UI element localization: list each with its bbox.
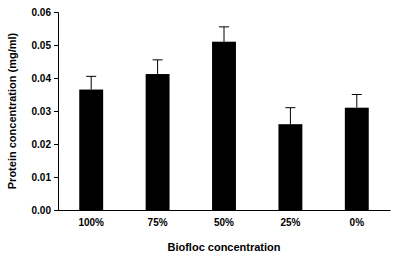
error-bar <box>219 27 229 42</box>
y-tick-label: 0.03 <box>32 106 52 117</box>
error-bar <box>285 108 295 125</box>
error-cap <box>86 76 96 77</box>
y-tick-mark <box>54 45 58 46</box>
y-tick: 0.00 <box>32 205 58 216</box>
y-tick: 0.04 <box>32 73 58 84</box>
x-axis-line <box>59 210 391 211</box>
y-tick: 0.01 <box>32 172 58 183</box>
error-cap <box>153 59 163 60</box>
error-cap <box>285 107 295 108</box>
bar <box>79 90 103 210</box>
y-tick-mark <box>54 111 58 112</box>
error-stem <box>157 60 158 74</box>
x-axis: 100% 75% 50% 25% 0% <box>59 210 391 228</box>
x-tick: 25% <box>280 210 300 228</box>
x-tick-label: 0% <box>350 217 365 228</box>
x-tick: 75% <box>148 210 168 228</box>
chart: 0.00 0.01 0.02 0.03 0.04 0.05 0.06 100% 75% 50% 25… <box>0 0 400 265</box>
x-tick: 50% <box>214 210 234 228</box>
error-cap <box>352 94 362 95</box>
x-tick: 0% <box>350 210 365 228</box>
y-tick: 0.05 <box>32 40 58 51</box>
y-tick-mark <box>54 144 58 145</box>
x-tick: 100% <box>78 210 104 228</box>
bar <box>212 42 236 210</box>
error-bar <box>86 76 96 89</box>
y-tick-label: 0.04 <box>32 73 52 84</box>
bar <box>278 124 302 210</box>
y-tick-label: 0.01 <box>32 172 52 183</box>
y-axis: 0.00 0.01 0.02 0.03 0.04 0.05 0.06 <box>32 7 59 216</box>
y-tick: 0.02 <box>32 139 58 150</box>
bar <box>146 74 170 210</box>
y-axis-line <box>54 13 59 211</box>
error-stem <box>91 76 92 89</box>
error-stem <box>224 27 225 42</box>
y-tick-label: 0.06 <box>32 7 52 18</box>
error-cap <box>219 26 229 27</box>
error-bar <box>153 60 163 74</box>
y-tick-label: 0.02 <box>32 139 52 150</box>
x-tick-label: 50% <box>214 217 234 228</box>
error-stem <box>290 108 291 125</box>
x-axis-title: Biofloc concentration <box>167 241 280 253</box>
x-tick-label: 100% <box>78 217 104 228</box>
y-tick-mark <box>54 78 58 79</box>
y-tick-mark <box>54 177 58 178</box>
bar <box>345 108 369 210</box>
y-tick-mark <box>54 12 58 13</box>
y-tick: 0.03 <box>32 106 58 117</box>
error-stem <box>356 95 357 108</box>
y-axis-title: Protein concentration (mg/ml) <box>6 32 18 189</box>
y-tick-label: 0.00 <box>32 205 52 216</box>
plot <box>79 27 369 210</box>
y-tick-label: 0.05 <box>32 40 52 51</box>
error-bar <box>352 95 362 108</box>
x-tick-label: 25% <box>280 217 300 228</box>
y-tick: 0.06 <box>32 7 58 18</box>
x-tick-label: 75% <box>148 217 168 228</box>
y-tick-mark <box>54 210 58 211</box>
